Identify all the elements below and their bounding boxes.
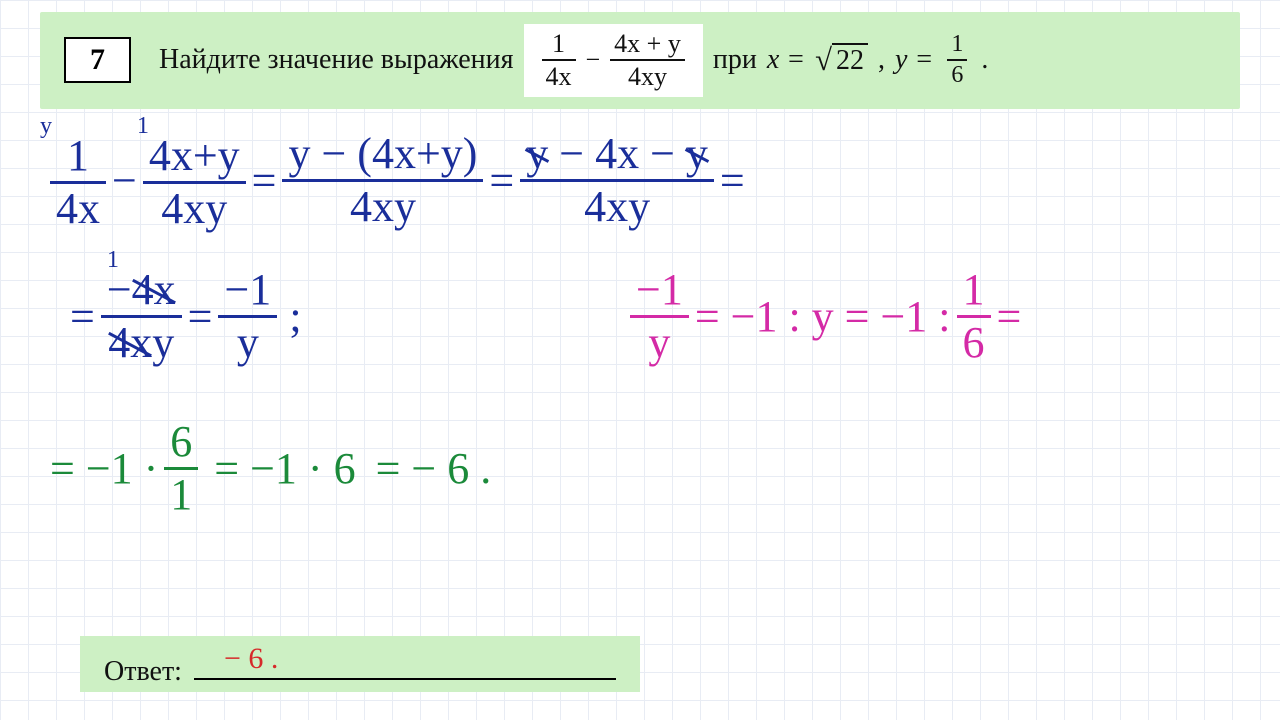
answer-value: − 6 . — [224, 642, 278, 676]
m-frac1-den: y — [642, 321, 676, 365]
magenta-frac-1: −1 y — [630, 268, 689, 365]
hw-frac4-num: y − 4x − y — [520, 132, 714, 176]
radical-symbol: √ — [815, 43, 832, 78]
expr-frac2-den: 4xy — [624, 63, 671, 90]
x-equals: x = — [767, 44, 805, 76]
equals: = — [720, 155, 745, 206]
expr-fraction-2: 4x + y 4xy — [610, 30, 685, 91]
struck-4x-bot: 4x — [108, 318, 152, 367]
hw-frac6-num: −1 — [218, 268, 277, 312]
m-frac1-num: −1 — [630, 268, 689, 312]
hw-frac4-den: 4xy — [578, 185, 656, 229]
minus-4x-minus: − 4x − — [559, 129, 675, 178]
magenta-frac-2: 1 6 — [957, 268, 991, 365]
m-frac2-den: 6 — [957, 321, 991, 365]
hw-frac3-den: 4xy — [344, 185, 422, 229]
y-value-fraction: 1 6 — [947, 32, 967, 88]
cancel-result-1: 1 — [107, 248, 119, 272]
hw-frac-6: −1 y — [218, 268, 277, 365]
struck-y-2: y — [686, 129, 708, 178]
hw-frac-2: 4x+y 4xy — [143, 134, 246, 231]
hw-frac-5: 1 −4x 4xy — [101, 268, 182, 365]
struck-y-1: y — [526, 129, 548, 178]
expr-frac1-num: 1 — [548, 30, 569, 57]
handwriting-line-1: y 1 4x − 1 4x+y 4xy = y − (4x+y) 4xy = y… — [50, 130, 745, 231]
hw-frac6-den: y — [231, 321, 265, 365]
y-frac-num: 1 — [947, 32, 967, 57]
hw-frac2-num: 4x+y — [143, 134, 246, 178]
problem-text-before: Найдите значение выражения — [159, 44, 514, 76]
equals: = — [252, 155, 277, 206]
hw-frac-3: y − (4x+y) 4xy — [282, 132, 483, 229]
hw-frac5-num: −4x — [101, 268, 182, 312]
hw-frac-1: 1 4x — [50, 134, 106, 231]
green-pre: = −1 · — [50, 443, 158, 494]
green-frac-den: 1 — [164, 473, 198, 517]
equals: = — [489, 155, 514, 206]
radicand: 22 — [832, 43, 868, 77]
green-frac: 6 1 — [164, 420, 198, 517]
green-frac-num: 6 — [164, 420, 198, 464]
problem-number-box: 7 — [64, 37, 131, 83]
semicolon: ; — [289, 291, 301, 342]
equals: = — [70, 291, 95, 342]
y-equals: y = — [895, 44, 933, 76]
problem-expression: 1 4x − 4x + y 4xy — [524, 24, 703, 97]
hw-frac5-den: 4xy — [102, 321, 180, 365]
comma: , — [878, 44, 885, 76]
green-end: = − 6 . — [376, 443, 492, 494]
multiplier-1: 1 — [137, 112, 149, 140]
handwriting-line-2: = 1 −4x 4xy = −1 y ; — [70, 268, 302, 365]
expr-frac1-den: 4x — [542, 63, 576, 90]
problem-text-when: при — [713, 44, 757, 76]
problem-number: 7 — [90, 43, 105, 76]
answer-blank-line: − 6 . — [194, 646, 616, 680]
multiplier-y: y — [40, 112, 52, 140]
magenta-equals-trail: = — [997, 291, 1022, 342]
equals: = — [188, 291, 213, 342]
green-mid: = −1 · 6 — [214, 443, 355, 494]
problem-banner: 7 Найдите значение выражения 1 4x − 4x +… — [40, 12, 1240, 109]
m-frac2-num: 1 — [957, 268, 991, 312]
hw-frac1-den: 4x — [50, 187, 106, 231]
minus: − — [112, 155, 137, 206]
period: . — [981, 44, 988, 76]
expr-frac2-num: 4x + y — [610, 30, 685, 57]
hw-frac3-num: y − (4x+y) — [282, 132, 483, 176]
sqrt-22: √ 22 — [815, 43, 868, 78]
hw-frac-4: y − 4x − y 4xy — [520, 132, 714, 229]
y-frac-den: 6 — [947, 63, 967, 88]
expr-fraction-1: 1 4x — [542, 30, 576, 91]
handwriting-line-3: = −1 · 6 1 = −1 · 6 = − 6 . — [50, 420, 491, 517]
hw-frac2-den: 4xy — [155, 187, 233, 231]
problem-statement: Найдите значение выражения 1 4x − 4x + y… — [159, 24, 988, 97]
answer-banner: Ответ: − 6 . — [80, 636, 640, 692]
magenta-text-1: = −1 : y = −1 : — [695, 291, 951, 342]
answer-label: Ответ: — [104, 656, 182, 688]
handwriting-line-2-magenta: −1 y = −1 : y = −1 : 1 6 = — [630, 268, 1021, 365]
expr-minus: − — [586, 45, 601, 75]
struck-4x-top: 4x — [132, 265, 176, 314]
hw-frac1-num: 1 — [61, 134, 95, 178]
